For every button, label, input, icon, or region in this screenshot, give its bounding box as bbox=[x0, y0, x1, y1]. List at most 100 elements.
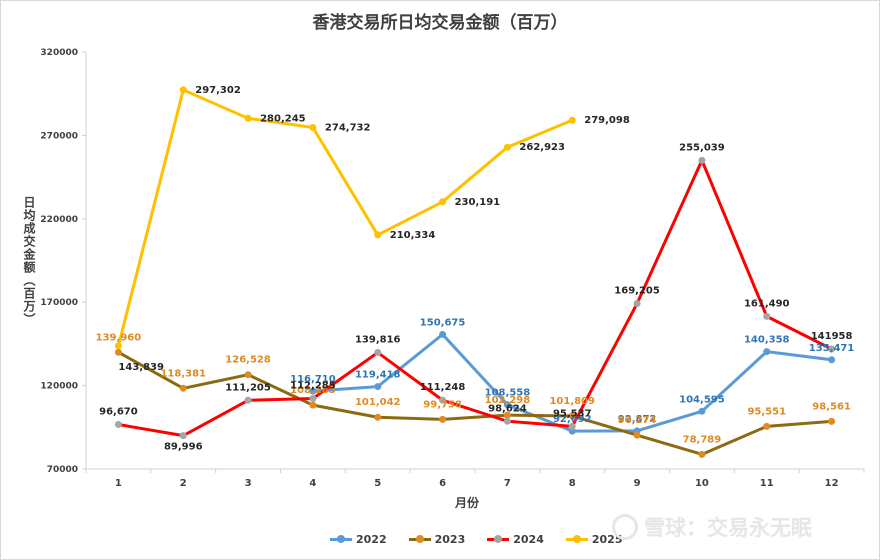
x-tick-label: 3 bbox=[245, 478, 252, 489]
data-label-2022: 140,358 bbox=[744, 335, 790, 346]
data-label-2022: 104,595 bbox=[679, 394, 725, 405]
data-label-2024: 169,205 bbox=[614, 286, 660, 297]
legend: 2022 2023 2024 2025 bbox=[330, 533, 623, 546]
x-tick-label: 5 bbox=[374, 478, 381, 489]
data-label-2024: 255,039 bbox=[679, 142, 725, 153]
series-line-2023 bbox=[116, 350, 834, 456]
data-point-2022 bbox=[828, 356, 836, 364]
data-label-2022: 119,418 bbox=[355, 370, 401, 381]
data-point-2023 bbox=[179, 384, 187, 392]
x-tick-label: 2 bbox=[180, 478, 187, 489]
data-label-2025: 279,098 bbox=[584, 115, 630, 126]
data-point-2025 bbox=[114, 342, 122, 350]
data-label-2024: 141958 bbox=[811, 331, 853, 342]
data-label-2024: 111,248 bbox=[420, 382, 466, 393]
data-label-2024: 89,996 bbox=[164, 442, 203, 453]
data-label-2022: 92,692 bbox=[553, 414, 592, 425]
data-point-2022 bbox=[439, 330, 447, 338]
watermark: 雪球：交易永无眠 bbox=[612, 512, 812, 542]
y-axis-label: 日均成交金额（百万） bbox=[22, 196, 36, 326]
data-label-2023: 102,298 bbox=[485, 395, 531, 406]
data-label-2022: 150,675 bbox=[420, 317, 466, 328]
data-label-2024: 112,285 bbox=[290, 380, 336, 391]
data-label-2024: 111,205 bbox=[225, 382, 271, 393]
watermark-text: 雪球：交易永无眠 bbox=[644, 516, 812, 540]
legend-item-2025: 2025 bbox=[565, 533, 623, 546]
y-tick-label: 120000 bbox=[40, 382, 78, 392]
data-label-2024: 161,490 bbox=[744, 298, 790, 309]
data-label-2025: 297,302 bbox=[195, 85, 241, 96]
x-tick-label: 6 bbox=[439, 478, 446, 489]
data-point-2024 bbox=[179, 432, 187, 440]
y-tick-label: 170000 bbox=[40, 298, 78, 308]
data-point-2025 bbox=[503, 143, 511, 151]
data-label-2024: 96,670 bbox=[99, 407, 138, 418]
y-tick-label: 220000 bbox=[40, 215, 78, 225]
data-point-2023 bbox=[309, 401, 317, 409]
data-point-2024 bbox=[244, 396, 252, 404]
data-point-2024 bbox=[568, 422, 576, 430]
y-tick-label: 70000 bbox=[47, 465, 78, 475]
data-label-2024: 98,624 bbox=[488, 403, 527, 414]
data-label-2025: 210,334 bbox=[390, 230, 436, 241]
snowball-logo-icon bbox=[612, 514, 638, 540]
data-point-2023 bbox=[763, 422, 771, 430]
data-point-2022 bbox=[763, 348, 771, 356]
legend-swatch-2022 bbox=[330, 535, 352, 543]
y-tick-label: 270000 bbox=[40, 131, 78, 141]
legend-label-2024: 2024 bbox=[513, 533, 544, 546]
data-point-2024 bbox=[503, 417, 511, 425]
x-tick-label: 8 bbox=[569, 478, 576, 489]
data-label-2023: 101,042 bbox=[355, 397, 401, 408]
data-label-2022: 92,872 bbox=[618, 414, 657, 425]
x-tick-label: 4 bbox=[309, 478, 316, 489]
data-point-2023 bbox=[698, 450, 706, 458]
x-tick-label: 1 bbox=[115, 478, 122, 489]
data-point-2023 bbox=[568, 412, 576, 420]
data-point-2022 bbox=[309, 387, 317, 395]
data-label-2023: 90,274 bbox=[618, 415, 657, 426]
data-label-2023: 95,551 bbox=[747, 406, 786, 417]
data-point-2023 bbox=[503, 411, 511, 419]
data-point-2024 bbox=[309, 394, 317, 402]
data-point-2023 bbox=[439, 415, 447, 423]
data-label-2022: 135,471 bbox=[809, 343, 855, 354]
data-label-2024: 139,816 bbox=[355, 335, 401, 346]
data-point-2024 bbox=[763, 312, 771, 320]
data-point-2023 bbox=[633, 431, 641, 439]
data-label-2022: 116,710 bbox=[290, 374, 336, 385]
x-tick-label: 7 bbox=[504, 478, 511, 489]
data-point-2023 bbox=[114, 348, 122, 356]
x-axis-label: 月份 bbox=[455, 496, 480, 510]
data-label-2022: 108,558 bbox=[485, 388, 531, 399]
chart-title: 香港交易所日均交易金额（百万） bbox=[312, 13, 568, 33]
data-label-2025: 274,732 bbox=[325, 123, 371, 134]
data-point-2024 bbox=[439, 396, 447, 404]
data-point-2025 bbox=[309, 124, 317, 132]
series-line-2025 bbox=[116, 88, 574, 348]
data-label-2025: 262,923 bbox=[519, 142, 565, 153]
data-point-2023 bbox=[828, 417, 836, 425]
data-point-2022 bbox=[503, 401, 511, 409]
data-point-2025 bbox=[439, 198, 447, 206]
data-label-2023: 139,960 bbox=[96, 332, 142, 343]
data-point-2023 bbox=[244, 371, 252, 379]
x-tick-label: 9 bbox=[634, 478, 641, 489]
legend-label-2023: 2023 bbox=[434, 533, 466, 546]
x-tick-label: 12 bbox=[825, 478, 839, 489]
data-label-2025: 280,245 bbox=[260, 113, 306, 124]
data-point-2024 bbox=[374, 349, 382, 357]
y-tick-label: 320000 bbox=[40, 48, 78, 58]
legend-item-2024: 2024 bbox=[487, 533, 544, 546]
data-label-2023: 118,381 bbox=[160, 368, 206, 379]
data-point-2024 bbox=[633, 300, 641, 308]
series-line-2024 bbox=[116, 158, 834, 438]
data-label-2023: 78,789 bbox=[683, 434, 722, 445]
data-point-2025 bbox=[244, 114, 252, 122]
legend-swatch-2024 bbox=[487, 535, 510, 543]
legend-label-2022: 2022 bbox=[356, 533, 387, 546]
data-point-2022 bbox=[374, 383, 382, 391]
data-point-2023 bbox=[374, 413, 382, 421]
data-point-2025 bbox=[374, 231, 382, 239]
